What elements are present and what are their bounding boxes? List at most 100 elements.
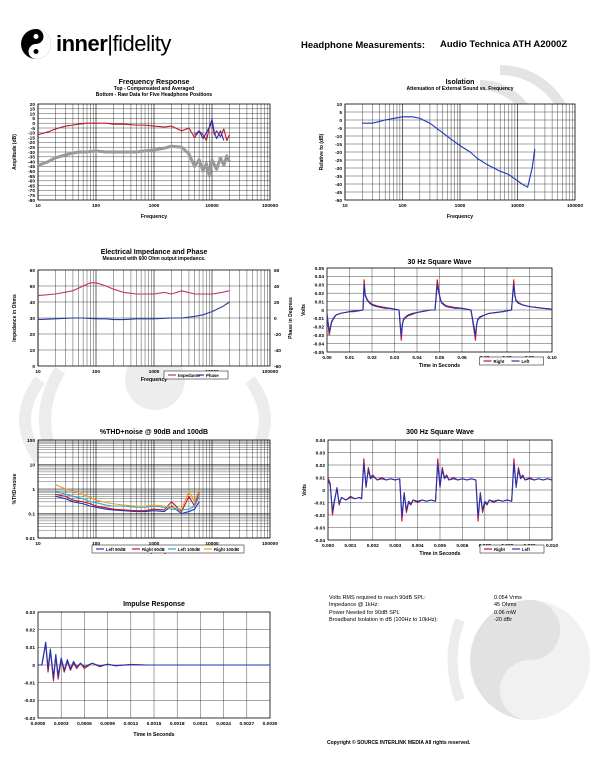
legend-label: Left 90dB	[106, 547, 126, 552]
x-tick-label: 0.0015	[147, 721, 162, 727]
y-tick-label: 0	[32, 364, 35, 370]
y-tick-label: 20	[30, 102, 36, 108]
y2-tick-label: 40	[274, 284, 280, 290]
chart-subtitle: Measured with 600 Ohm output impedance.	[102, 256, 206, 262]
stat-value: 45 Ohms	[494, 602, 517, 609]
series-line	[55, 491, 200, 513]
legend-label: Left 100dB	[178, 547, 200, 552]
x-tick-label: 0.03	[390, 355, 400, 361]
y-tick-label: -5	[338, 126, 343, 132]
x-tick-label: 10000	[205, 541, 219, 547]
y-tick-label: -40	[28, 159, 35, 165]
x-tick-label: 1000	[455, 203, 466, 209]
legend-label: Phase	[206, 373, 219, 378]
legend-label: Left	[522, 547, 530, 552]
x-tick-label: 0.001	[344, 543, 356, 549]
yinyang-icon	[21, 29, 51, 59]
series-line	[194, 118, 225, 141]
y-tick-label: 0.02	[316, 463, 326, 469]
series-line	[37, 282, 230, 297]
legend-label: Right 90dB	[142, 547, 165, 552]
y-tick-label: -55	[28, 174, 35, 180]
x-tick-label: 0.10	[547, 355, 557, 361]
y-tick-label: 5	[32, 116, 35, 122]
stats-block: Volts RMS required to reach 90dB SPL: 0.0…	[329, 595, 559, 625]
x-tick-label: 10000	[511, 203, 525, 209]
y-tick-label: 10	[337, 102, 343, 108]
y-tick-label: 10	[30, 348, 36, 354]
page-title: Headphone Measurements:	[301, 40, 426, 51]
stat-value: -20 dBr	[494, 617, 513, 624]
y-tick-label: 5	[339, 110, 342, 116]
watermark-yinyang-bottom	[447, 600, 590, 720]
y-tick-label: 0.01	[316, 475, 326, 481]
chart-subtitle: Bottom - Raw Data for Five Headphone Pos…	[96, 92, 213, 98]
y-tick-label: 0.02	[26, 627, 36, 633]
series-line	[37, 301, 230, 321]
y-tick-label: -0.02	[24, 698, 35, 704]
y-tick-label: -45	[335, 190, 342, 196]
chart-title: Electrical Impedance and Phase	[101, 249, 208, 256]
model-name: Audio Technica ATH A2000Z	[440, 39, 568, 50]
x-axis-label: Time in Seconds	[419, 363, 460, 369]
chart-title: %THD+noise @ 90dB and 100dB	[100, 429, 208, 436]
x-tick-label: 0.004	[412, 543, 424, 549]
x-tick-label: 0.04	[412, 355, 422, 361]
chart-title: Impulse Response	[123, 601, 185, 608]
x-tick-label: 100000	[262, 203, 278, 209]
y-tick-label: 0.05	[315, 266, 325, 272]
y-tick-label: -15	[335, 142, 342, 148]
series-line	[55, 490, 200, 511]
y-tick-label: -80	[28, 198, 35, 204]
y-tick-label: 0	[339, 118, 342, 124]
y-tick-label: 0.02	[315, 291, 325, 297]
chart-title: Isolation	[446, 79, 475, 86]
legend-label: Right	[494, 359, 506, 364]
x-tick-label: 0.0006	[77, 721, 92, 727]
legend: Impedance Phase	[163, 370, 229, 380]
y-tick-label: -30	[335, 166, 342, 172]
y-tick-label: 0	[32, 663, 35, 669]
y-tick-label: -20	[28, 140, 35, 146]
stat-row: Broadband Isolation in dB (100Hz to 10kH…	[329, 617, 559, 624]
x-tick-label: 0.005	[434, 543, 446, 549]
x-axis-label: Time in Seconds	[133, 732, 174, 738]
x-tick-label: 10	[35, 369, 41, 375]
y-tick-label: -10	[28, 131, 35, 137]
y-tick-label: -0.05	[313, 350, 324, 356]
y-tick-label: 0.1	[28, 511, 35, 517]
legend-label: Right 100dB	[214, 547, 239, 552]
x-tick-label: 0.0021	[193, 721, 208, 727]
legend: Left 90dB Right 90dB Left 100dB Right 100dB	[91, 544, 245, 554]
y2-tick-label: 60	[274, 268, 280, 274]
y-tick-label: 0.01	[315, 299, 325, 305]
series-line	[38, 641, 270, 678]
stat-label: Broadband Isolation in dB (100Hz to 10kH…	[329, 617, 438, 624]
y-axis-label: Relative to (dB)	[319, 133, 325, 170]
y-tick-label: -35	[335, 174, 342, 180]
square-wave-30hz-chart: 30 Hz Square Wave 0.00 0.01 0.02 0.03 0.04 0.0…	[301, 259, 557, 369]
y-tick-label: -25	[335, 158, 342, 164]
x-tick-label: 0.00	[322, 355, 332, 361]
x-tick-label: 0.000	[322, 543, 334, 549]
y-tick-label: 100	[27, 438, 35, 444]
y-tick-label: -30	[28, 150, 35, 156]
y-axis-label: Volts	[302, 484, 308, 496]
x-tick-label: 100	[92, 203, 100, 209]
x-tick-label: 100000	[262, 541, 278, 547]
stat-row: Power Needed for 90dB SPL 0.06 mW	[329, 610, 559, 617]
logo-inner: inner	[56, 31, 108, 56]
y-tick-label: 20	[30, 332, 36, 338]
y-axis-label: %THD+noise	[12, 473, 18, 504]
x-tick-label: 0.010	[546, 543, 558, 549]
y-tick-label: -0.01	[314, 500, 325, 506]
x-tick-label: 0.002	[367, 543, 379, 549]
y-tick-label: 10	[30, 462, 36, 468]
y-tick-label: 15	[30, 107, 36, 113]
y-tick-label: -50	[28, 169, 35, 175]
x-tick-label: 0.05	[435, 355, 445, 361]
x-tick-label: 0.0018	[170, 721, 185, 727]
